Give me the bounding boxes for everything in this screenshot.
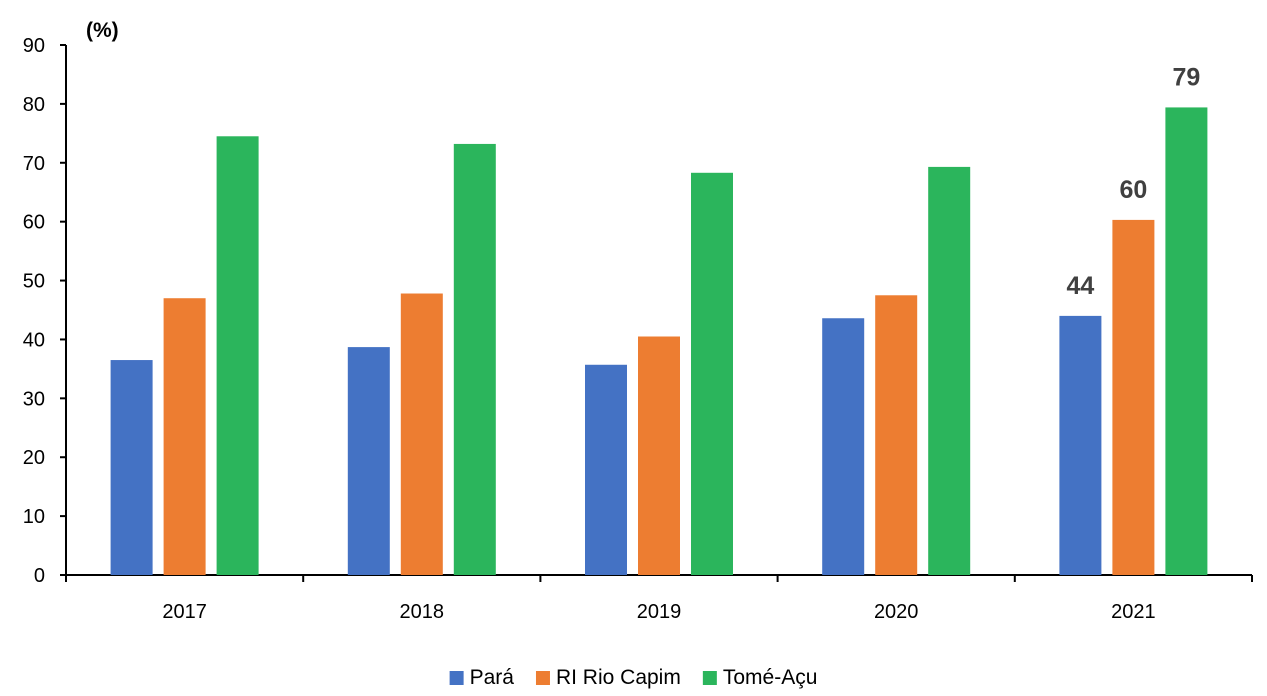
bar: [1112, 219, 1155, 575]
bar: [691, 172, 733, 576]
bar: [928, 166, 971, 575]
bar: [110, 360, 153, 575]
legend: Pará RI Rio Capim Tomé-Açu: [449, 666, 818, 689]
bar: [875, 295, 918, 575]
legend-item: Pará: [449, 666, 515, 689]
bar: [638, 336, 680, 575]
data-label: 44: [1066, 272, 1094, 300]
x-tick-label: 2021: [1111, 601, 1156, 623]
y-tick-label: 90: [23, 35, 45, 57]
y-tick-label: 0: [34, 565, 45, 587]
bar: [347, 347, 390, 575]
y-tick-label: 70: [23, 153, 45, 175]
bar: [1059, 315, 1102, 575]
bar: [216, 136, 259, 575]
x-tick-label: 2020: [874, 601, 919, 623]
x-tick-label: 2017: [162, 601, 207, 623]
y-tick-label: 50: [23, 271, 45, 293]
y-tick-label: 60: [23, 212, 45, 234]
bar: [585, 364, 627, 575]
bar: [163, 298, 206, 575]
legend-swatch: [449, 671, 464, 685]
bar: [1165, 107, 1208, 575]
data-label: 79: [1172, 63, 1200, 91]
legend-swatch: [535, 671, 550, 685]
y-axis: 0 10 20 30 40 50 60 70 80 90: [23, 35, 67, 587]
legend-label: RI Rio Capim: [556, 666, 681, 689]
x-axis: 2017 2018 2019 2020 2021: [65, 574, 1253, 623]
y-tick-label: 30: [23, 388, 45, 410]
bar: [453, 143, 496, 575]
legend-swatch: [702, 671, 717, 685]
bar: [822, 318, 865, 575]
data-labels: 44 60 79: [1066, 63, 1200, 299]
data-label: 60: [1119, 176, 1147, 204]
legend-item: Tomé-Açu: [702, 666, 818, 689]
x-tick-label: 2018: [400, 601, 445, 623]
y-unit-label: (%): [86, 19, 119, 42]
bars: [110, 107, 1208, 576]
y-tick-label: 20: [23, 447, 45, 469]
legend-item: RI Rio Capim: [535, 666, 681, 689]
y-tick-label: 80: [23, 94, 45, 116]
x-tick-label: 2019: [637, 601, 682, 623]
legend-label: Tomé-Açu: [723, 666, 818, 689]
bar: [400, 293, 443, 575]
y-tick-label: 40: [23, 329, 45, 351]
y-tick-label: 10: [23, 506, 45, 528]
legend-label: Pará: [470, 666, 515, 689]
